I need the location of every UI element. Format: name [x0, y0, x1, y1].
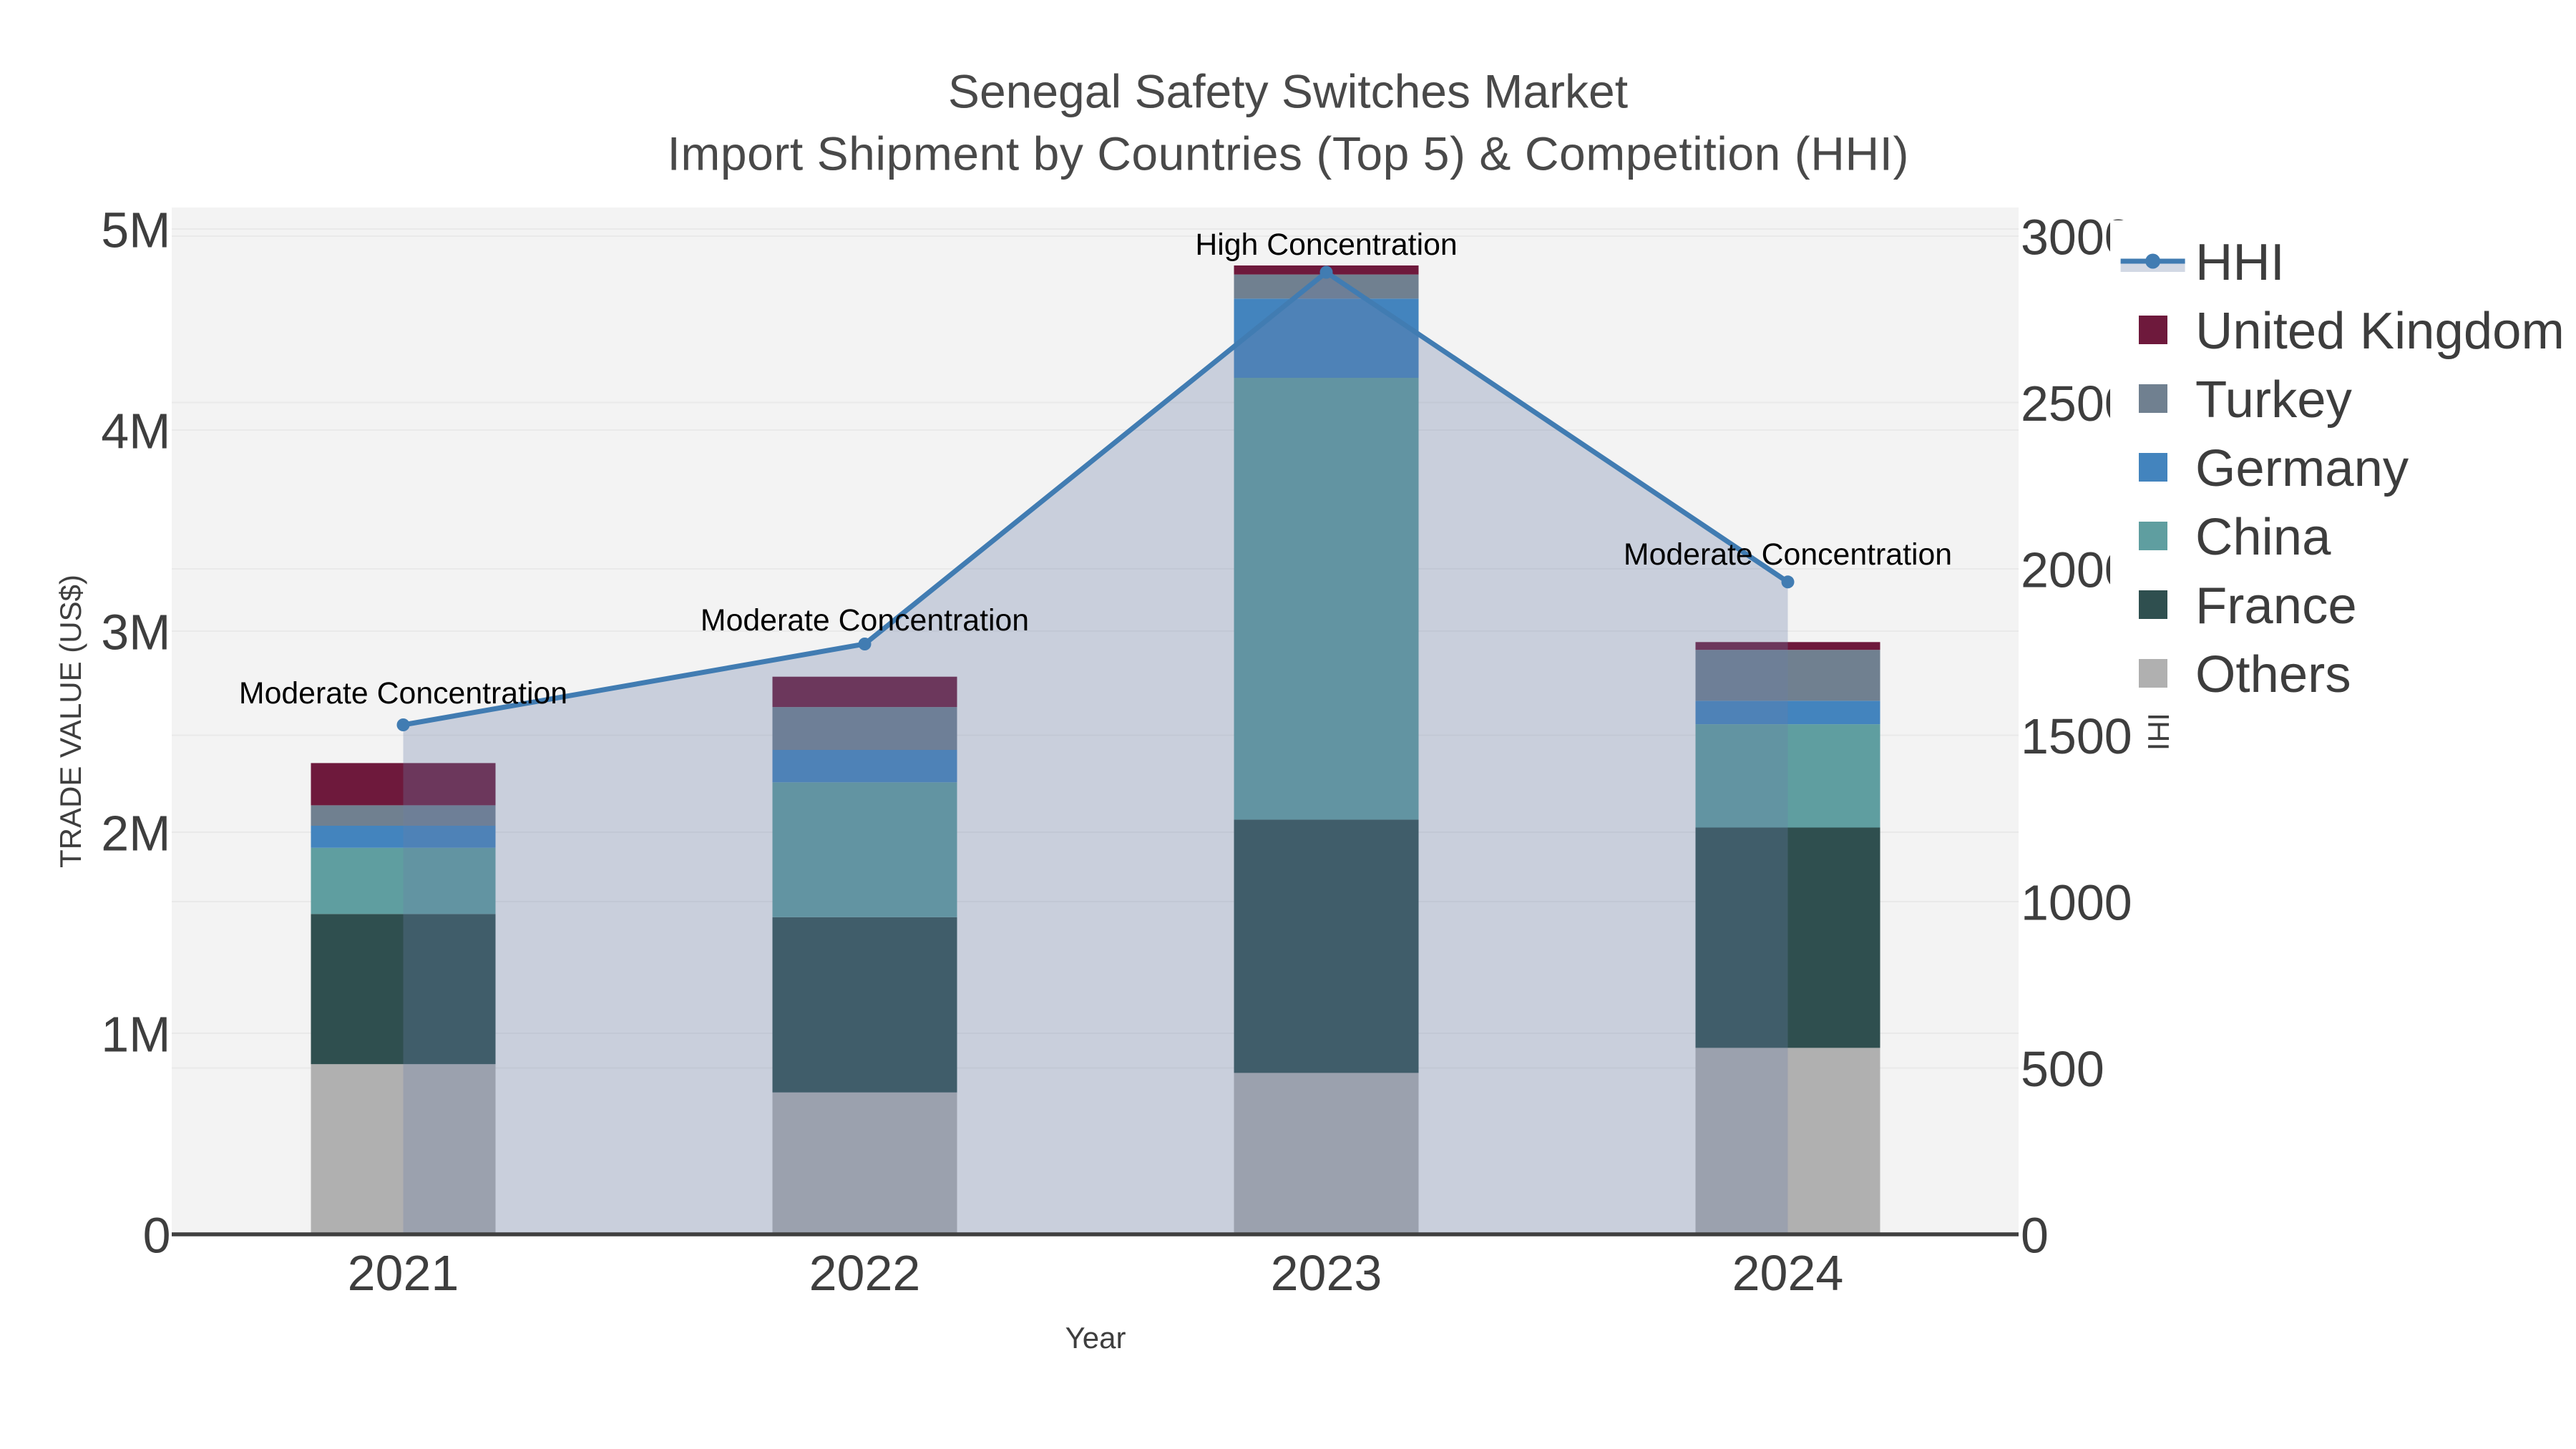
svg-text:1M: 1M	[101, 1007, 170, 1063]
svg-text:1000: 1000	[2021, 875, 2132, 931]
svg-text:Year: Year	[1065, 1321, 1126, 1355]
svg-text:2022: 2022	[809, 1245, 921, 1301]
svg-text:5M: 5M	[101, 203, 170, 258]
svg-text:Moderate Concentration: Moderate Concentration	[239, 676, 567, 711]
svg-text:Moderate Concentration: Moderate Concentration	[1624, 537, 1952, 572]
svg-text:500: 500	[2021, 1041, 2104, 1097]
svg-text:2023: 2023	[1271, 1245, 1382, 1301]
svg-text:4M: 4M	[101, 404, 170, 459]
svg-text:2024: 2024	[1732, 1245, 1844, 1301]
svg-text:Moderate Concentration: Moderate Concentration	[701, 603, 1029, 638]
svg-text:Import Shipment by Countries (: Import Shipment by Countries (Top 5) & C…	[668, 127, 1909, 180]
svg-text:2021: 2021	[348, 1245, 459, 1301]
svg-text:High Concentration: High Concentration	[1195, 228, 1457, 262]
svg-text:France: France	[2195, 577, 2357, 635]
svg-text:TRADE VALUE (US$): TRADE VALUE (US$)	[54, 575, 87, 868]
svg-text:Senegal Safety Switches Market: Senegal Safety Switches Market	[948, 65, 1628, 118]
svg-text:0: 0	[143, 1208, 171, 1264]
svg-text:2M: 2M	[101, 806, 170, 862]
svg-text:United Kingdom: United Kingdom	[2195, 302, 2565, 360]
svg-text:Germany: Germany	[2195, 439, 2409, 497]
svg-text:HHI: HHI	[2195, 233, 2285, 291]
svg-text:Turkey: Turkey	[2195, 371, 2353, 429]
svg-text:1500: 1500	[2021, 708, 2132, 764]
svg-text:China: China	[2195, 508, 2331, 566]
svg-text:0: 0	[2021, 1208, 2049, 1264]
svg-text:3M: 3M	[101, 605, 170, 660]
svg-text:Others: Others	[2195, 645, 2351, 703]
